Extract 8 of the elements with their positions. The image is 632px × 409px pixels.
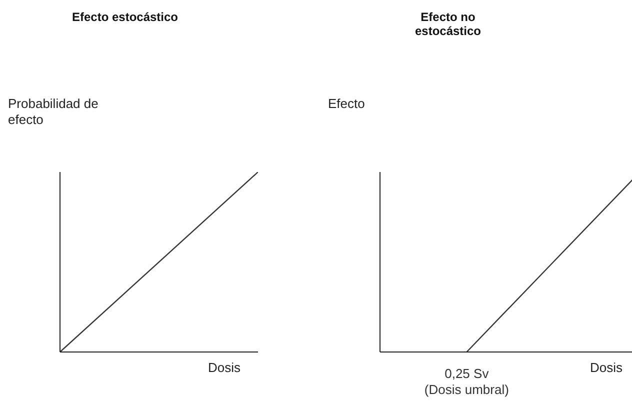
x-axis-title: Dosis	[590, 360, 623, 375]
chart-title: Efecto estocástico	[70, 10, 180, 24]
annotation: 0,25 Sv	[444, 366, 490, 381]
x-axis-title: Dosis	[208, 360, 241, 375]
chart-title: Efecto no estocástico	[414, 10, 482, 38]
y-axis-title: Probabilidad de efecto	[8, 96, 100, 128]
annotation: (Dosis umbral)	[424, 382, 509, 397]
y-axis-title: Efecto	[328, 96, 366, 112]
